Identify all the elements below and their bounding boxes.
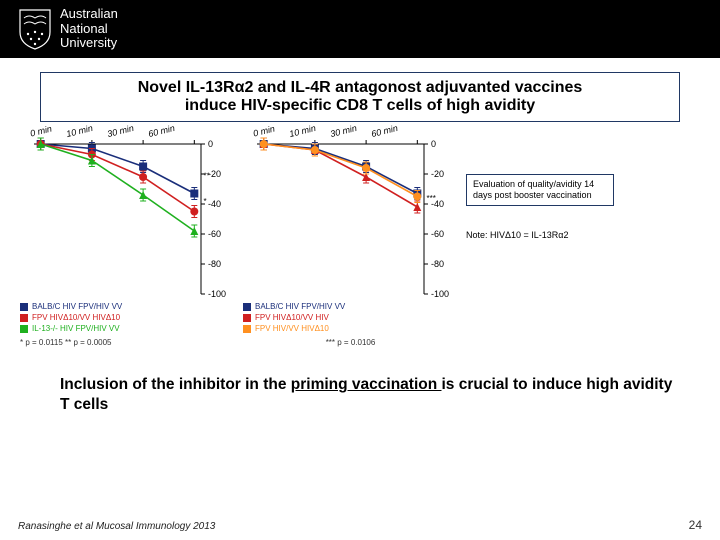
title-line1: Novel IL-13Rα2 and IL-4R antagonost adju… [53,79,667,97]
page-number: 24 [689,518,702,532]
conclusion-underlined: priming vaccination [291,376,442,393]
uni-line1: Australian [60,7,118,22]
svg-text:-60: -60 [431,229,444,239]
svg-text:-20: -20 [431,169,444,179]
chart-left-legend: BALB/C HIV FPV/HIV VVFPV HIVΔ10/VV HIVΔ1… [20,302,235,334]
title-line2: induce HIV-specific CD8 T cells of high … [53,97,667,115]
uni-line2: National [60,22,118,37]
svg-text:0: 0 [208,139,213,149]
charts-row: 0 min10 min30 min60 min 0-20-40-60-80-10… [20,130,712,347]
chart-right: 0 min10 min30 min60 min 0-20-40-60-80-10… [243,130,458,347]
svg-text:-60: -60 [208,229,221,239]
header-bar: Australian National University [0,0,720,58]
chart-left-svg: 0-20-40-60-80-100*** [20,130,235,300]
slide-title: Novel IL-13Rα2 and IL-4R antagonost adju… [40,72,680,122]
chart-left-xlabels: 0 min10 min30 min60 min [30,126,225,136]
conclusion-pre: Inclusion of the inhibitor in the [60,376,291,393]
crest-icon [18,8,52,50]
chart-right-svg: 0-20-40-60-80-100*** [243,130,458,300]
evaluation-box: Evaluation of quality/avidity 14 days po… [466,174,614,206]
svg-text:-20: -20 [208,169,221,179]
delta-note: Note: HIVΔ10 = IL-13Rα2 [466,230,614,240]
chart-right-legend: BALB/C HIV FPV/HIV VVFPV HIVΔ10/VV HIVFP… [243,302,458,334]
svg-text:***: *** [427,194,436,203]
svg-text:0: 0 [431,139,436,149]
svg-text:-100: -100 [431,289,449,299]
svg-text:**: ** [204,172,210,181]
conclusion-text: Inclusion of the inhibitor in the primin… [60,375,676,415]
uni-line3: University [60,36,118,51]
university-logo: Australian National University [18,7,118,52]
svg-text:*: * [204,197,207,206]
svg-text:-80: -80 [431,259,444,269]
svg-text:-40: -40 [208,199,221,209]
citation: Ranasinghe et al Mucosal Immunology 2013 [18,521,215,532]
chart-left-pvals: * p = 0.0115 ** p = 0.0005 [20,338,235,347]
chart-right-xlabels: 0 min10 min30 min60 min [253,126,448,136]
chart-right-pvals: *** p = 0.0106 [243,338,458,347]
university-name: Australian National University [60,7,118,52]
side-annotations: Evaluation of quality/avidity 14 days po… [466,174,614,240]
svg-text:-100: -100 [208,289,226,299]
svg-text:-80: -80 [208,259,221,269]
chart-left: 0 min10 min30 min60 min 0-20-40-60-80-10… [20,130,235,347]
